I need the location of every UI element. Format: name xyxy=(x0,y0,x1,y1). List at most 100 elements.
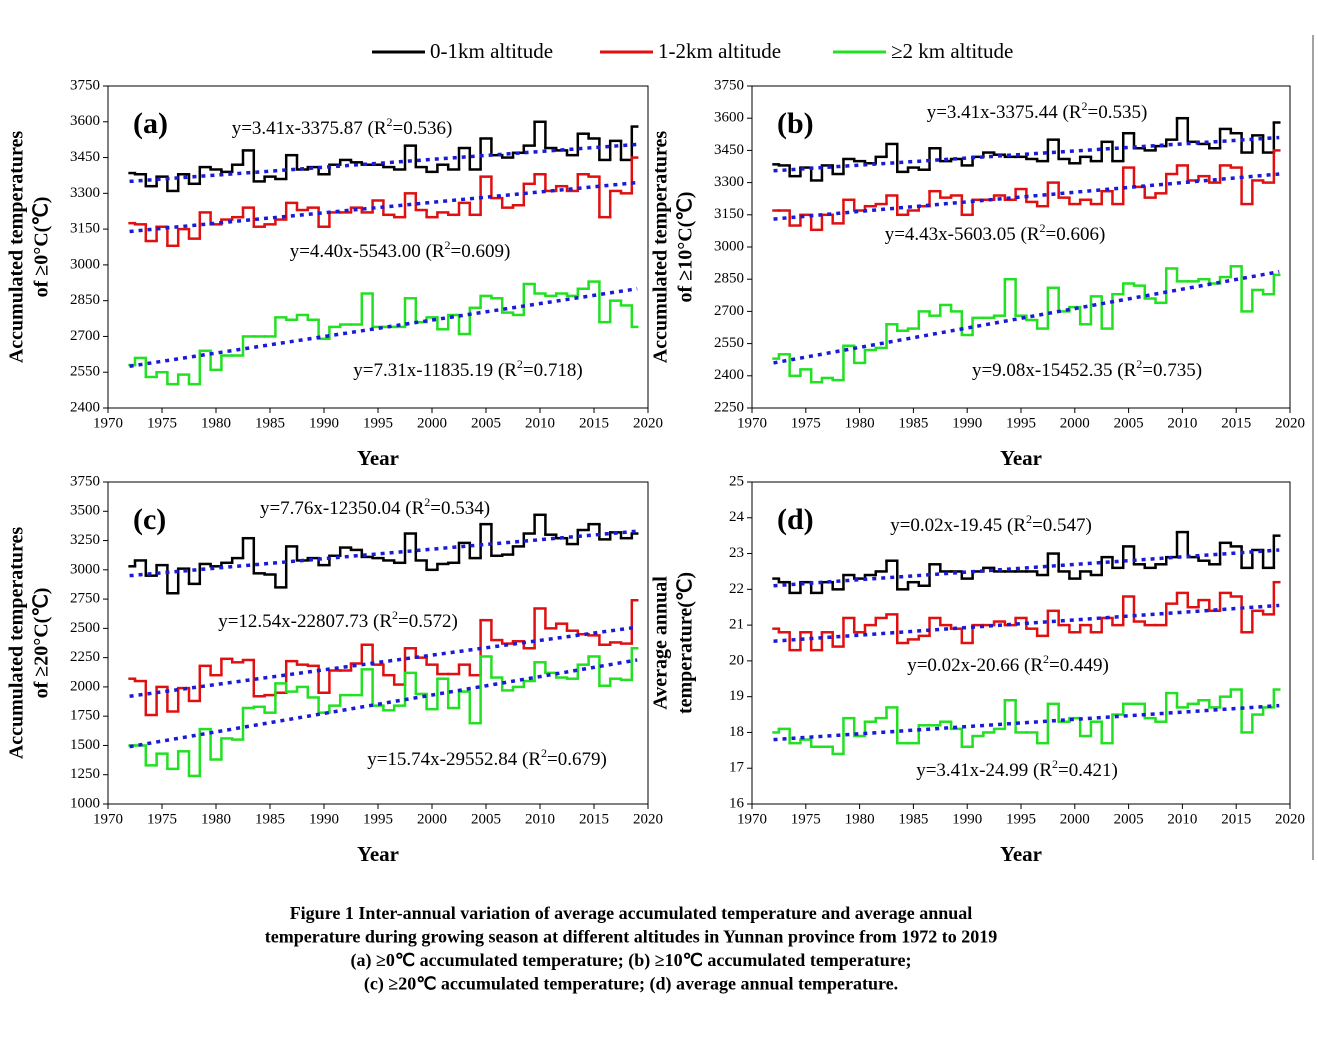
x-tick-label: 2015 xyxy=(1221,415,1251,431)
trend-equation: y=3.41x-3375.44 (R2=0.535) xyxy=(927,99,1148,124)
y-tick-label: 19 xyxy=(729,688,744,704)
y-tick-label: 2400 xyxy=(714,367,744,383)
legend-label: 1-2km altitude xyxy=(658,39,781,63)
y-tick-label: 3300 xyxy=(70,185,100,201)
y-tick-label: 2400 xyxy=(70,399,100,415)
equation-text: =0.449) xyxy=(1049,655,1109,676)
equation-text: =0.534) xyxy=(430,498,490,519)
x-tick-label: 2020 xyxy=(1275,811,1305,827)
equation-text: =0.679) xyxy=(547,749,607,770)
equation-sup: 2 xyxy=(1082,99,1088,113)
x-axis-label: Year xyxy=(1000,446,1042,470)
equation-text: =0.735) xyxy=(1142,360,1202,381)
y-axis-label: of ≥20°C(℃) xyxy=(31,588,53,699)
y-tick-label: 1000 xyxy=(70,795,100,811)
equation-sup: 2 xyxy=(541,746,547,760)
y-tick-label: 3600 xyxy=(714,110,744,126)
equation-text: =0.609) xyxy=(451,241,511,262)
x-tick-label: 1985 xyxy=(898,415,928,431)
panel-label: (b) xyxy=(777,107,814,140)
y-tick-label: 1750 xyxy=(70,708,100,724)
equation-text: =0.535) xyxy=(1088,102,1148,123)
x-tick-label: 1970 xyxy=(737,415,767,431)
panel-label: (a) xyxy=(133,107,168,140)
trend-line xyxy=(773,135,1280,173)
y-tick-label: 3300 xyxy=(714,174,744,190)
trend-line xyxy=(773,603,1280,643)
y-tick-label: 3450 xyxy=(714,142,744,158)
x-tick-label: 2010 xyxy=(1167,415,1197,431)
x-tick-label: 1995 xyxy=(1006,415,1036,431)
y-tick-label: 3750 xyxy=(70,473,100,489)
y-tick-label: 3150 xyxy=(714,206,744,222)
panel-label: (c) xyxy=(133,503,166,536)
x-tick-label: 1990 xyxy=(952,811,982,827)
x-tick-label: 1990 xyxy=(309,415,339,431)
x-tick-label: 1980 xyxy=(845,811,875,827)
trend-line xyxy=(773,703,1280,742)
y-tick-label: 2850 xyxy=(714,271,744,287)
y-tick-label: 2250 xyxy=(714,399,744,415)
trend-equation: y=3.41x-24.99 (R2=0.421) xyxy=(916,757,1118,782)
equation-text: y=0.02x-20.66 (R xyxy=(907,655,1043,676)
y-tick-label: 3500 xyxy=(70,503,100,519)
equation-text: y=7.31x-11835.19 (R xyxy=(353,360,517,381)
trend-equation: y=0.02x-20.66 (R2=0.449) xyxy=(907,652,1109,677)
x-tick-label: 1970 xyxy=(93,415,123,431)
x-tick-label: 1985 xyxy=(255,811,285,827)
trend-equation: y=3.41x-3375.87 (R2=0.536) xyxy=(232,115,453,140)
y-tick-label: 23 xyxy=(729,545,744,561)
equation-text: y=0.02x-19.45 (R xyxy=(890,515,1026,536)
y-tick-label: 22 xyxy=(729,581,744,597)
x-tick-label: 2005 xyxy=(1114,415,1144,431)
caption-line: Figure 1 Inter-annual variation of avera… xyxy=(290,903,973,923)
x-tick-label: 1975 xyxy=(147,811,177,827)
y-axis-label: Accumulated temperatures xyxy=(6,131,28,364)
equation-sup: 2 xyxy=(392,608,398,622)
y-tick-label: 25 xyxy=(729,473,744,489)
y-tick-label: 2550 xyxy=(70,364,100,380)
x-tick-label: 2010 xyxy=(525,415,555,431)
trend-equation: y=0.02x-19.45 (R2=0.547) xyxy=(890,512,1092,537)
trend-line xyxy=(129,529,638,578)
trend-equation: y=7.31x-11835.19 (R2=0.718) xyxy=(353,357,582,382)
equation-text: =0.718) xyxy=(523,360,583,381)
equation-text: =0.536) xyxy=(393,118,453,139)
x-tick-label: 2005 xyxy=(1114,811,1144,827)
y-tick-label: 2550 xyxy=(714,335,744,351)
trend-line xyxy=(773,172,1280,221)
trend-line xyxy=(129,180,638,234)
x-axis-label: Year xyxy=(357,446,399,470)
trend-equation: y=4.40x-5543.00 (R2=0.609) xyxy=(290,238,511,263)
y-tick-label: 18 xyxy=(729,724,744,740)
trend-line xyxy=(773,548,1280,588)
y-tick-label: 3250 xyxy=(70,532,100,548)
equation-text: y=3.41x-3375.44 (R xyxy=(927,102,1082,123)
x-tick-label: 1975 xyxy=(791,415,821,431)
x-tick-label: 1980 xyxy=(201,811,231,827)
caption-line: (c) ≥20℃ accumulated temperature; (d) av… xyxy=(364,974,898,995)
equation-sup: 2 xyxy=(424,495,430,509)
y-axis-label: of ≥10°C(℃) xyxy=(675,192,697,303)
caption-line: (a) ≥0℃ accumulated temperature; (b) ≥10… xyxy=(351,950,912,971)
trend-equation: y=7.76x-12350.04 (R2=0.534) xyxy=(260,495,490,520)
y-tick-label: 3750 xyxy=(70,77,100,93)
y-tick-label: 2250 xyxy=(70,649,100,665)
y-axis-label: temperature(℃) xyxy=(675,572,697,714)
x-axis-label: Year xyxy=(1000,842,1042,866)
equation-text: y=15.74x-29552.84 (R xyxy=(367,749,541,770)
y-tick-label: 2850 xyxy=(70,292,100,308)
equation-sup: 2 xyxy=(1040,221,1046,235)
equation-text: =0.572) xyxy=(398,611,458,632)
equation-text: y=3.41x-3375.87 (R xyxy=(232,118,387,139)
trend-equation: y=12.54x-22807.73 (R2=0.572) xyxy=(218,608,458,633)
trend-equation: y=9.08x-15452.35 (R2=0.735) xyxy=(972,357,1202,382)
y-axis-label: Average annual xyxy=(650,576,672,710)
equation-sup: 2 xyxy=(1052,757,1058,771)
y-tick-label: 3750 xyxy=(714,77,744,93)
equation-text: y=3.41x-24.99 (R xyxy=(916,760,1052,781)
caption-line: temperature during growing season at dif… xyxy=(265,927,998,947)
x-tick-label: 2010 xyxy=(1167,811,1197,827)
y-tick-label: 16 xyxy=(729,795,745,811)
x-tick-label: 1980 xyxy=(845,415,875,431)
